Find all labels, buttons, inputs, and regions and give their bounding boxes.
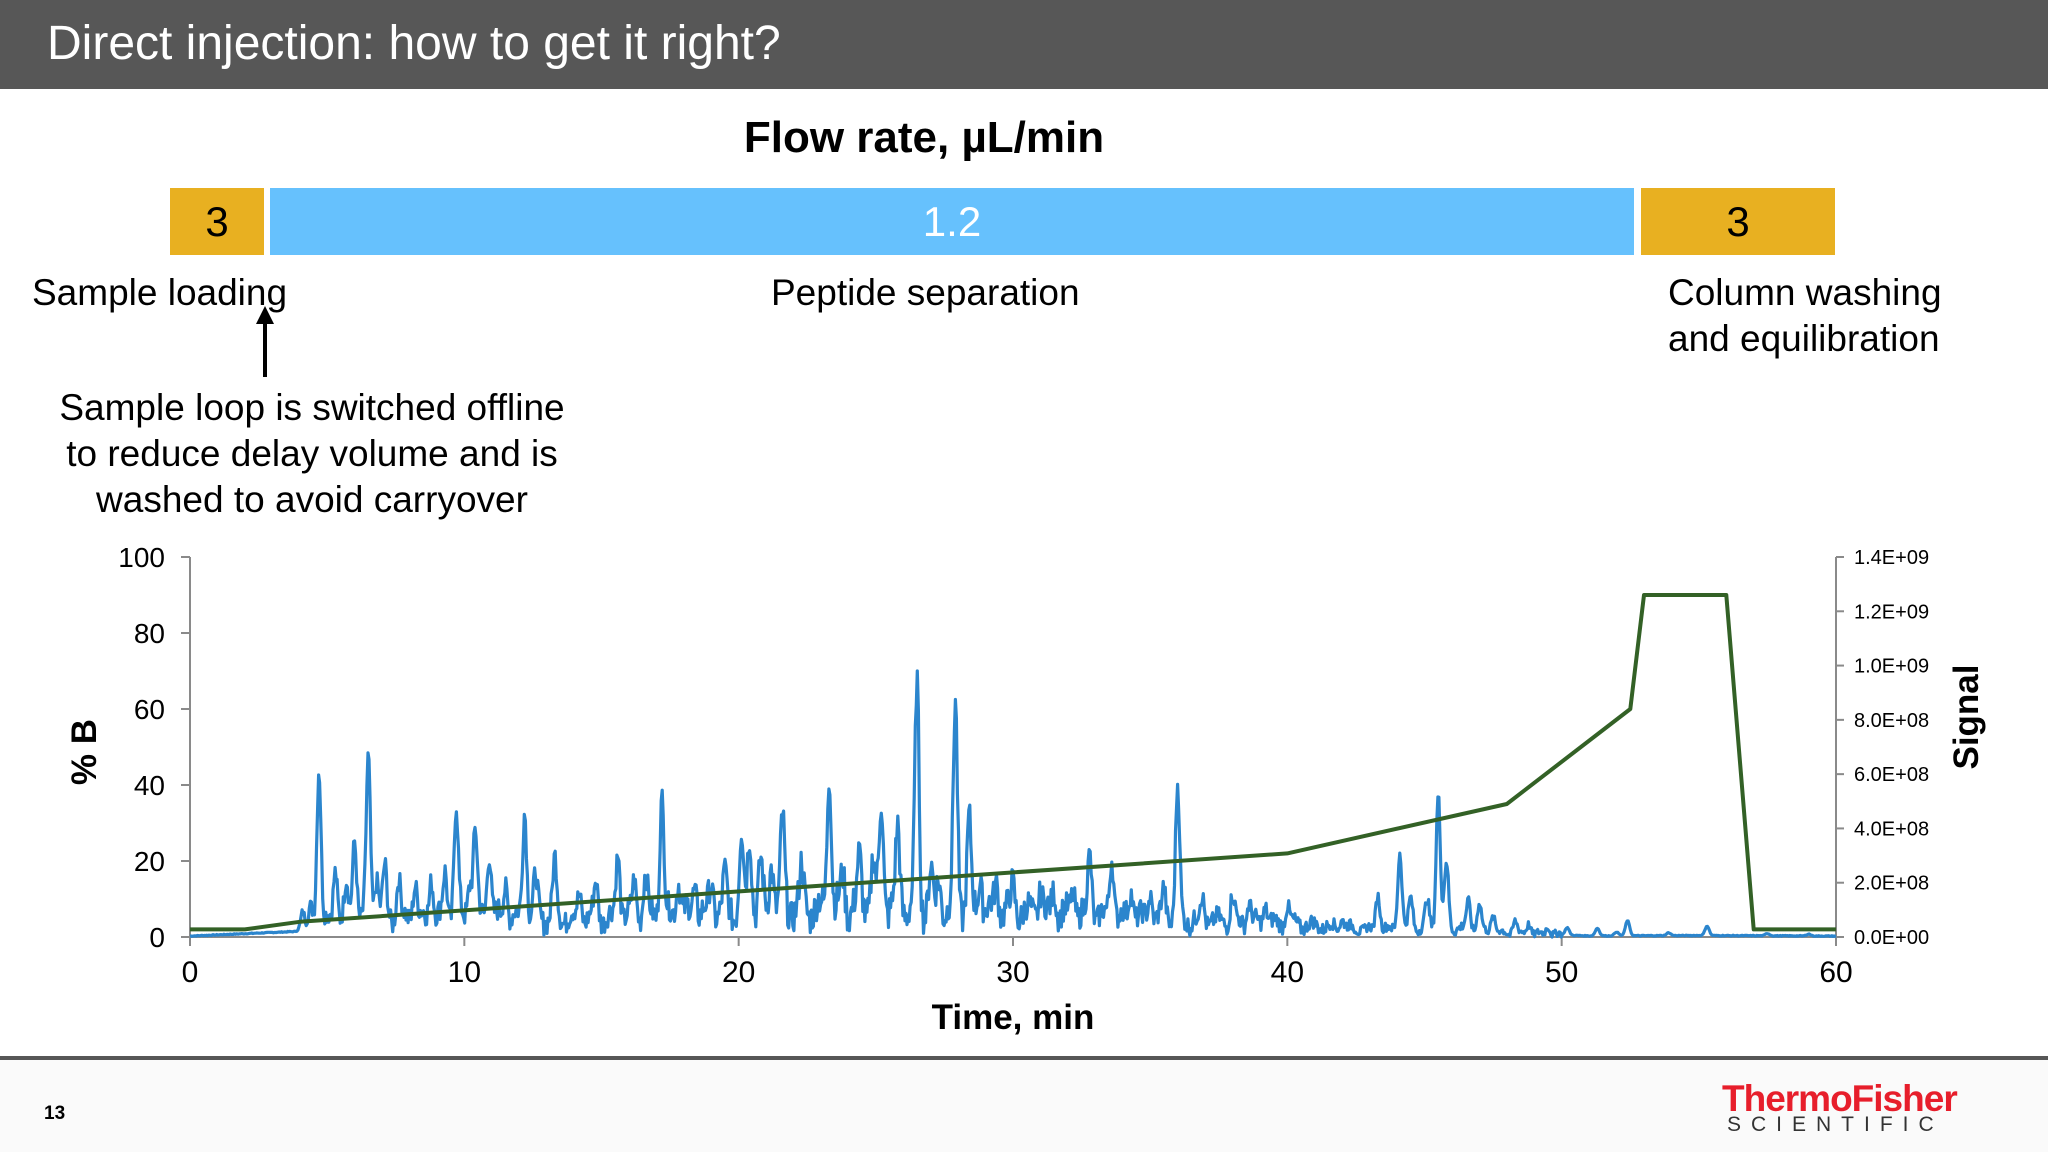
y-tick-label: 40 [134,770,165,801]
y-tick-label: 60 [134,694,165,725]
x-tick-label: 10 [448,956,481,989]
thermofisher-logo: ThermoFisher [1722,1078,1958,1119]
flow-segment-washing: 3 [1641,188,1835,255]
y2-tick-label: 2.0E+08 [1854,873,1929,895]
flow-segment-loading: 3 [170,188,264,255]
y-tick-label: 0 [149,922,165,953]
footer [0,1060,2048,1152]
x-tick-label: 30 [996,956,1029,989]
x-tick-label: 0 [182,956,199,989]
flow-rate-title: Flow rate, µL/min [743,113,1105,162]
phase-label-washing: Column washing and equilibration [1668,272,1942,359]
y2-tick-label: 6.0E+08 [1854,764,1929,786]
y2-tick-label: 1.2E+09 [1854,601,1929,623]
y-axis-label: % B [65,719,104,785]
x-tick-label: 40 [1271,956,1304,989]
phase-label-separation: Peptide separation [771,272,1080,313]
y2-axis-label: Signal [1947,664,1986,769]
chromatogram-chart: 0 10 20 30 40 50 60 0 20 40 60 80 100 0.0E+00 2.0E+08 4… [65,542,1986,1037]
arrow-up-icon [256,306,274,324]
title-bar: Direct injection: how to get it right? [0,0,2048,89]
signal-series-line [189,669,1837,939]
x-tick-label: 20 [722,956,755,989]
x-tick-label: 60 [1819,956,1852,989]
page-number: 13 [44,1103,66,1124]
sample-loop-note: Sample loop is switched offline to reduc… [59,387,565,520]
y-tick-label: 20 [134,846,165,877]
y2-tick-label: 8.0E+08 [1854,710,1929,732]
chart-tick-labels: 0 10 20 30 40 50 60 0 20 40 60 80 100 0.0E+00 2.0E+08 4… [118,542,1929,989]
y-tick-label: 100 [118,542,165,573]
y2-tick-label: 4.0E+08 [1854,818,1929,840]
y-tick-label: 80 [134,618,165,649]
flow-segment-separation: 1.2 [270,188,1634,255]
percent-b-series-line [190,593,1836,932]
footer-divider [0,1056,2048,1060]
x-axis-label: Time, min [932,998,1095,1037]
thermofisher-logo-subtitle: SCIENTIFIC [1727,1113,1944,1136]
slide-title: Direct injection: how to get it right? [47,17,781,70]
y2-tick-label: 1.0E+09 [1854,656,1929,678]
y2-tick-label: 1.4E+09 [1854,547,1929,569]
phase-label-loading: Sample loading [32,272,288,313]
x-tick-label: 50 [1545,956,1578,989]
arrow-shaft [263,320,267,377]
y2-tick-label: 0.0E+00 [1854,927,1929,949]
